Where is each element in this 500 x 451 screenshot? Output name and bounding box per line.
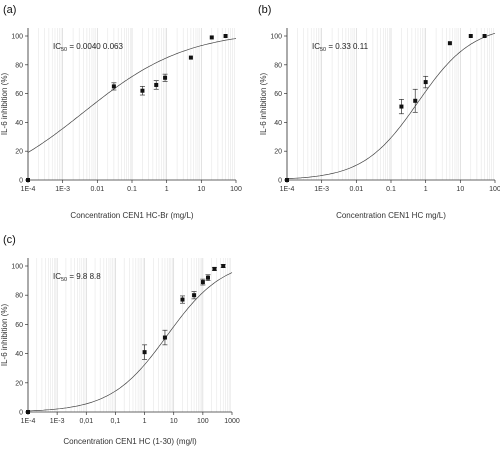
y-tick-label: 20 bbox=[274, 149, 282, 156]
panel-label: (a) bbox=[3, 4, 16, 16]
ic50-annotation: IC50 = 0.0040 0.063 bbox=[53, 42, 124, 53]
y-tick-label: 0 bbox=[19, 178, 23, 185]
x-tick-label: 10 bbox=[170, 418, 178, 425]
x-tick-label: 1E-4 bbox=[21, 418, 36, 425]
ic50-prefix: IC bbox=[53, 272, 61, 281]
y-tick-label: 100 bbox=[270, 34, 282, 41]
x-axis-label: Concentration CEN1 HC-Br (mg/L) bbox=[70, 211, 193, 220]
panel-label: (b) bbox=[258, 4, 271, 16]
y-tick-label: 100 bbox=[11, 264, 23, 271]
data-point bbox=[162, 335, 167, 340]
y-tick-label: 40 bbox=[15, 120, 23, 127]
x-tick-label: 0.01 bbox=[350, 186, 364, 193]
y-tick-label: 80 bbox=[15, 62, 23, 69]
ic50-prefix: IC bbox=[312, 42, 320, 51]
fit-curve bbox=[27, 38, 237, 153]
ic50-annotation: IC50 = 0.33 0.11 bbox=[312, 42, 369, 53]
data-point bbox=[212, 266, 217, 271]
x-tick-label: 1E-3 bbox=[314, 186, 329, 193]
x-tick-label: 10 bbox=[456, 186, 464, 193]
x-tick-label: 0,01 bbox=[79, 418, 93, 425]
x-axis-label: Concentration CEN1 HC (1-30) (mg/l) bbox=[63, 437, 197, 446]
x-tick-label: 1 bbox=[165, 186, 169, 193]
data-point bbox=[142, 350, 147, 355]
fit-curve bbox=[286, 32, 496, 180]
chart-panel-3: 1E-4 1E-3 0,01 0,1 1 10 100 1000 0 20 40 60 80 100 Con… bbox=[0, 234, 240, 446]
y-tick-label: 20 bbox=[15, 380, 23, 387]
ic50-annotation: IC50 = 9.8 8.8 bbox=[53, 272, 101, 283]
data-point bbox=[221, 264, 226, 268]
x-tick-label: 1 bbox=[143, 418, 147, 425]
data-point bbox=[468, 34, 473, 38]
data-point bbox=[154, 82, 159, 87]
ic50-subscript: 50 bbox=[320, 47, 326, 53]
data-point bbox=[205, 275, 210, 280]
data-point bbox=[447, 41, 452, 46]
data-point bbox=[111, 84, 116, 89]
y-tick-label: 40 bbox=[15, 351, 23, 358]
x-tick-label: 1E-4 bbox=[21, 186, 36, 193]
x-tick-label: 1E-4 bbox=[280, 186, 295, 193]
y-tick-label: 60 bbox=[274, 91, 282, 98]
data-point bbox=[192, 293, 197, 298]
data-point bbox=[26, 410, 30, 414]
data-point bbox=[140, 88, 145, 93]
y-axis-label: IL-6 inhibition (%) bbox=[0, 73, 9, 136]
x-tick-label: 0,1 bbox=[111, 418, 121, 425]
data-point bbox=[200, 280, 205, 285]
y-axis-label: IL-6 inhibition (%) bbox=[0, 304, 9, 367]
x-axis-label: Concentration CEN1 HC mg/L) bbox=[336, 211, 446, 220]
x-tick-label: 0.1 bbox=[386, 186, 396, 193]
x-tick-label: 100 bbox=[197, 418, 209, 425]
data-point bbox=[163, 75, 168, 80]
data-point bbox=[180, 297, 185, 302]
y-tick-label: 0 bbox=[19, 410, 23, 417]
y-tick-label: 60 bbox=[15, 322, 23, 329]
x-tick-label: 1E-3 bbox=[50, 418, 65, 425]
data-point bbox=[285, 178, 289, 182]
y-tick-label: 20 bbox=[15, 149, 23, 156]
chart-panel-1: 1E-4 1E-3 0.01 0.1 1 10 100 0 20 40 60 80 100 Concent… bbox=[0, 4, 242, 220]
fit-curve bbox=[28, 272, 233, 412]
y-tick-label: 80 bbox=[274, 62, 282, 69]
data-point bbox=[26, 178, 30, 182]
data-point bbox=[188, 55, 193, 60]
data-point bbox=[399, 104, 404, 109]
x-tick-label: 10 bbox=[197, 186, 205, 193]
data-point bbox=[223, 34, 228, 38]
data-point bbox=[482, 34, 487, 38]
ic50-value: = 9.8 8.8 bbox=[67, 272, 101, 281]
x-tick-label: 1 bbox=[424, 186, 428, 193]
ic50-value: = 0.0040 0.063 bbox=[67, 42, 123, 51]
chart-panel-2: 1E-4 1E-3 0.01 0.1 1 10 100 0 20 40 60 80 100 Concent… bbox=[258, 4, 500, 220]
x-tick-label: 1000 bbox=[224, 418, 240, 425]
x-tick-label: 100 bbox=[489, 186, 500, 193]
y-axis-label: IL-6 inhibition (%) bbox=[259, 73, 268, 136]
data-point bbox=[209, 35, 214, 40]
ic50-subscript: 50 bbox=[61, 277, 67, 283]
ic50-value: = 0.33 0.11 bbox=[326, 42, 368, 51]
data-point bbox=[423, 80, 428, 85]
panel-label: (c) bbox=[3, 234, 16, 246]
data-point bbox=[413, 98, 418, 103]
x-tick-label: 0.01 bbox=[91, 186, 105, 193]
y-tick-label: 40 bbox=[274, 120, 282, 127]
ic50-prefix: IC bbox=[53, 42, 61, 51]
y-tick-label: 0 bbox=[278, 178, 282, 185]
x-tick-label: 100 bbox=[230, 186, 242, 193]
y-tick-label: 60 bbox=[15, 91, 23, 98]
x-tick-label: 0.1 bbox=[127, 186, 137, 193]
x-tick-label: 1E-3 bbox=[55, 186, 70, 193]
y-tick-label: 80 bbox=[15, 293, 23, 300]
y-tick-label: 100 bbox=[11, 34, 23, 41]
ic50-subscript: 50 bbox=[61, 47, 67, 53]
